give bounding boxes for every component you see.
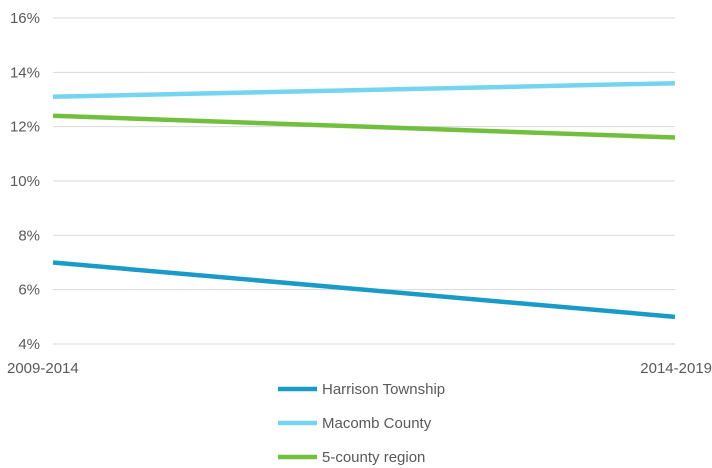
y-tick-label: 12% — [10, 119, 40, 136]
series-lines — [52, 80, 676, 320]
y-tick-label: 8% — [18, 227, 40, 244]
series-line-macomb-county — [52, 80, 676, 100]
x-axis-tick-labels: 2009-2014 2014-2019 — [7, 360, 712, 377]
gridlines — [53, 17, 675, 345]
y-axis-tick-labels: 4% 6% 8% 10% 12% 14% 16% — [10, 10, 40, 353]
series-line-harrison-township — [52, 260, 676, 320]
y-tick-label: 16% — [10, 10, 40, 27]
legend-label: Macomb County — [322, 415, 432, 432]
y-tick-label: 4% — [18, 336, 40, 353]
legend-label: Harrison Township — [322, 381, 445, 398]
series-line-5-county-region — [52, 113, 676, 140]
x-tick-label: 2014-2019 — [640, 360, 712, 377]
y-tick-label: 10% — [10, 173, 40, 190]
y-tick-label: 14% — [10, 64, 40, 81]
legend-label: 5-county region — [322, 449, 425, 466]
legend: Harrison Township Macomb County 5-county r… — [278, 381, 445, 466]
y-tick-label: 6% — [18, 282, 40, 299]
x-tick-label: 2009-2014 — [7, 360, 79, 377]
